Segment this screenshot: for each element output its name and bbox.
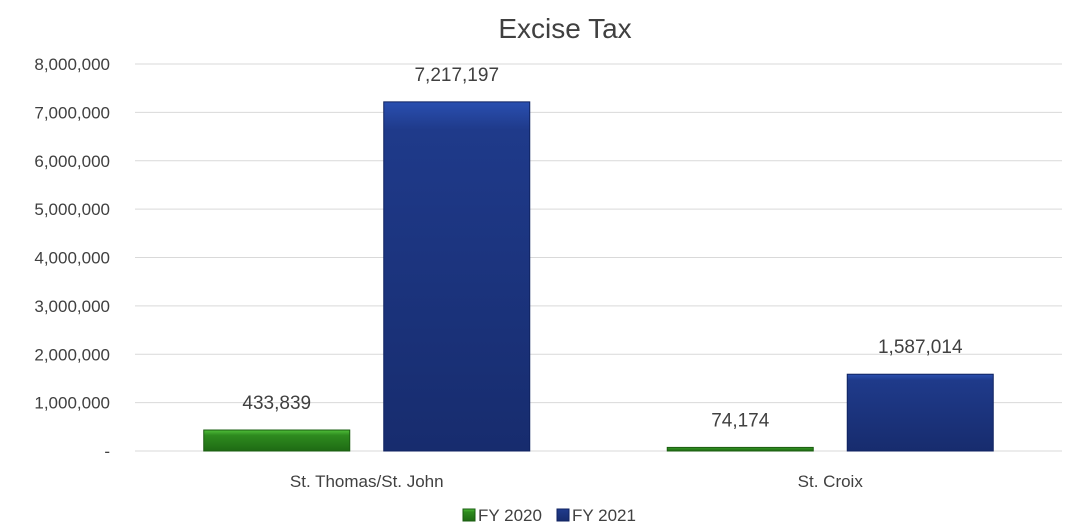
y-tick-label: 2,000,000	[34, 345, 110, 364]
bar-fy-2021-0	[383, 101, 531, 452]
x-axis-ticks: St. Thomas/St. John St. Croix	[290, 472, 863, 491]
x-tick-label: St. Croix	[798, 472, 864, 491]
bar-fy-2020-1	[666, 446, 814, 452]
bars	[203, 101, 994, 452]
chart-title: Excise Tax	[498, 13, 631, 44]
gridlines	[135, 63, 1062, 452]
bar-fy-2020-0	[203, 429, 351, 452]
data-label: 74,174	[711, 410, 770, 431]
bar-fy-2021-1	[846, 373, 994, 452]
legend-label: FY 2021	[572, 506, 636, 525]
y-tick-label: 5,000,000	[34, 200, 110, 219]
x-tick-label: St. Thomas/St. John	[290, 472, 444, 491]
legend: FY 2020 FY 2021	[462, 506, 636, 525]
data-label: 1,587,014	[878, 337, 963, 358]
y-axis-ticks: - 1,000,000 2,000,000 3,000,000 4,000,000 5,0…	[34, 55, 110, 461]
data-labels: 433,839 7,217,197 74,174 1,587,014	[242, 65, 963, 432]
legend-swatch	[462, 508, 476, 522]
y-tick-label: 6,000,000	[34, 152, 110, 171]
y-tick-label: 3,000,000	[34, 297, 110, 316]
y-tick-label: 7,000,000	[34, 103, 110, 122]
y-tick-label: 1,000,000	[34, 394, 110, 413]
y-tick-label: 8,000,000	[34, 55, 110, 74]
legend-label: FY 2020	[478, 506, 542, 525]
y-tick-label: -	[104, 442, 110, 461]
data-label: 433,839	[242, 393, 311, 414]
legend-swatch	[556, 508, 570, 522]
y-tick-label: 4,000,000	[34, 249, 110, 268]
data-label: 7,217,197	[414, 65, 499, 86]
